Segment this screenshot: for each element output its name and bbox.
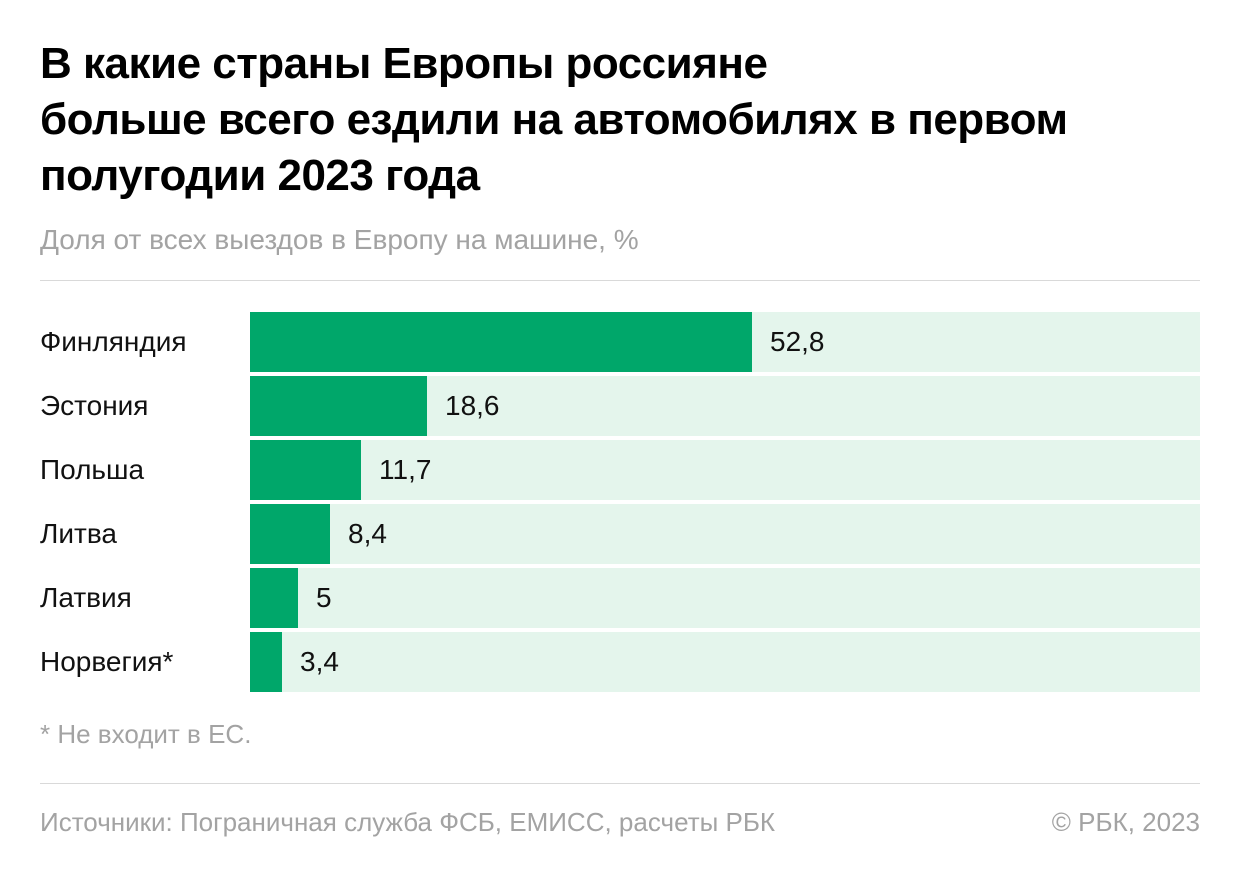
bar-track: 8,4: [250, 504, 1200, 564]
category-label: Польша: [40, 454, 145, 485]
chart-title-line: больше всего ездили на автомобилях в пер…: [40, 95, 1068, 144]
bar-track: 11,7: [250, 440, 1200, 500]
chart-title: В какие страны Европы россияне больше вс…: [40, 36, 1200, 204]
bottom-divider: [40, 783, 1200, 784]
value-label: 52,8: [770, 326, 825, 357]
bar-row: Норвегия* 3,4: [40, 632, 1200, 692]
category-label: Литва: [40, 518, 117, 549]
copyright-text: © РБК, 2023: [1051, 807, 1200, 837]
value-label: 18,6: [445, 390, 500, 421]
value-label: 5: [316, 582, 332, 613]
bar: [250, 376, 427, 436]
bar-row: Эстония 18,6: [40, 376, 1200, 436]
category-label: Эстония: [40, 390, 149, 421]
chart-title-line: В какие страны Европы россияне: [40, 39, 768, 88]
bar-chart: Финляндия 52,8 Эстония 18,6 Польша 11,7 Литва 8…: [40, 312, 1200, 692]
bar: [250, 632, 282, 692]
bar-row: Польша 11,7: [40, 440, 1200, 500]
bar-track: 18,6: [250, 376, 1200, 436]
value-label: 8,4: [348, 518, 387, 549]
chart-title-line: полугодии 2023 года: [40, 151, 480, 200]
bar: [250, 440, 361, 500]
category-label: Норвегия*: [40, 646, 174, 677]
bar-row: Литва 8,4: [40, 504, 1200, 564]
bar-track: 52,8: [250, 312, 1200, 372]
bar: [250, 312, 752, 372]
bar-track: 3,4: [250, 632, 1200, 692]
value-label: 11,7: [379, 454, 432, 485]
value-label: 3,4: [300, 646, 339, 677]
sources-text: Источники: Пограничная служба ФСБ, ЕМИСС…: [40, 807, 776, 837]
bar: [250, 568, 298, 628]
bar: [250, 504, 330, 564]
top-divider: [40, 280, 1200, 281]
bar-row: Финляндия 52,8: [40, 312, 1200, 372]
chart-subtitle: Доля от всех выездов в Европу на машине,…: [40, 224, 639, 255]
bar-track: 5: [250, 568, 1200, 628]
category-label: Финляндия: [40, 326, 187, 357]
footnote: * Не входит в ЕС.: [40, 719, 252, 749]
bar-row: Латвия 5: [40, 568, 1200, 628]
category-label: Латвия: [40, 582, 132, 613]
